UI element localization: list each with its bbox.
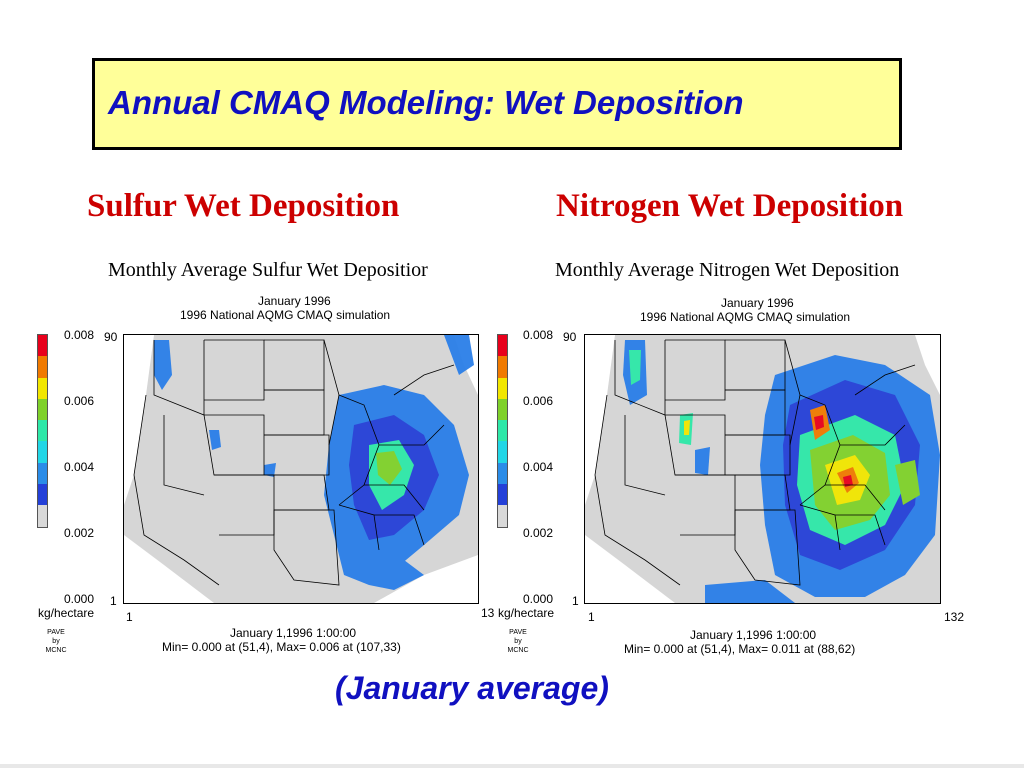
legend-swatch bbox=[38, 420, 47, 442]
credit-line: MCNC bbox=[45, 647, 67, 654]
credit-line: MCNC bbox=[507, 647, 529, 654]
sulfur-legend-tick: 0.000 bbox=[64, 592, 95, 606]
nitrogen-grid-bottom: 1 bbox=[572, 594, 579, 608]
sulfur-date-line: January 1996 bbox=[258, 294, 331, 308]
legend-swatch bbox=[38, 377, 47, 399]
sulfur-legend-tick: 0.002 bbox=[64, 526, 95, 540]
sulfur-color-legend bbox=[37, 334, 48, 528]
sulfur-grid-top: 90 bbox=[104, 330, 118, 344]
footer-divider bbox=[0, 764, 1024, 768]
legend-swatch bbox=[38, 505, 47, 527]
legend-swatch bbox=[38, 356, 47, 378]
credit-line: by bbox=[514, 638, 522, 645]
nitrogen-legend-tick: 0.004 bbox=[523, 460, 554, 474]
sulfur-timestamp: January 1,1996 1:00:00 bbox=[230, 626, 357, 640]
slide-title-box bbox=[92, 58, 902, 150]
sulfur-grid-left: 1 bbox=[126, 610, 133, 624]
slide-title: Annual CMAQ Modeling: Wet Deposition bbox=[108, 84, 744, 121]
nitrogen-heading: Nitrogen Wet Deposition bbox=[556, 188, 904, 224]
credit-line: PAVE bbox=[509, 629, 527, 636]
legend-swatch bbox=[498, 441, 507, 463]
legend-swatch bbox=[498, 505, 507, 527]
legend-swatch bbox=[498, 356, 507, 378]
sulfur-minmax: Min= 0.000 at (51,4), Max= 0.006 at (107… bbox=[162, 640, 401, 654]
sulfur-legend-tick: 0.008 bbox=[64, 328, 95, 342]
nitrogen-deposition-map bbox=[584, 334, 941, 604]
sulfur-pave-credit: PAVE by MCNC bbox=[38, 628, 74, 655]
legend-swatch bbox=[38, 398, 47, 421]
legend-swatch bbox=[38, 441, 47, 463]
nitrogen-legend-tick: 0.008 bbox=[523, 328, 554, 342]
sulfur-legend-tick: 0.006 bbox=[64, 394, 95, 408]
nitrogen-grid-left: 1 bbox=[588, 610, 595, 624]
nitrogen-timestamp: January 1,1996 1:00:00 bbox=[690, 628, 817, 642]
sulfur-heading: Sulfur Wet Deposition bbox=[87, 188, 400, 224]
nitrogen-sim-line: 1996 National AQMG CMAQ simulation bbox=[640, 310, 851, 324]
legend-swatch bbox=[498, 462, 507, 485]
legend-swatch bbox=[498, 398, 507, 421]
legend-swatch bbox=[498, 420, 507, 442]
sulfur-legend-tick: 0.004 bbox=[64, 460, 95, 474]
nitrogen-grid-top: 90 bbox=[563, 330, 577, 344]
sulfur-map-graphic bbox=[124, 335, 478, 603]
legend-swatch bbox=[498, 335, 507, 357]
sulfur-sim-line: 1996 National AQMG CMAQ simulation bbox=[180, 308, 391, 322]
footer-caption: (January average) bbox=[335, 670, 609, 706]
legend-swatch bbox=[498, 377, 507, 399]
sulfur-units-label: kg/hectare bbox=[38, 606, 95, 620]
sulfur-grid-bottom: 1 bbox=[110, 594, 117, 608]
nitrogen-map-graphic bbox=[585, 335, 940, 603]
sulfur-plot-title: Monthly Average Sulfur Wet Depositior bbox=[108, 259, 428, 281]
nitrogen-date-line: January 1996 bbox=[721, 296, 794, 310]
nitrogen-legend-tick: 0.000 bbox=[523, 592, 554, 606]
legend-swatch bbox=[38, 484, 47, 506]
legend-swatch bbox=[38, 335, 47, 357]
legend-swatch bbox=[498, 484, 507, 506]
sulfur-deposition-map bbox=[123, 334, 479, 604]
nitrogen-pave-credit: PAVE by MCNC bbox=[500, 628, 536, 655]
nitrogen-plot-title: Monthly Average Nitrogen Wet Deposition bbox=[555, 259, 900, 281]
credit-line: PAVE bbox=[47, 629, 65, 636]
credit-line: by bbox=[52, 638, 60, 645]
nitrogen-legend-tick: 0.002 bbox=[523, 526, 554, 540]
sulfur-grid-right: 13 bbox=[481, 606, 495, 620]
nitrogen-color-legend bbox=[497, 334, 508, 528]
legend-swatch bbox=[38, 462, 47, 485]
nitrogen-legend-tick: 0.006 bbox=[523, 394, 554, 408]
nitrogen-minmax: Min= 0.000 at (51,4), Max= 0.011 at (88,… bbox=[624, 642, 856, 656]
nitrogen-units-label: kg/hectare bbox=[498, 606, 555, 620]
nitrogen-grid-right: 132 bbox=[944, 610, 965, 624]
